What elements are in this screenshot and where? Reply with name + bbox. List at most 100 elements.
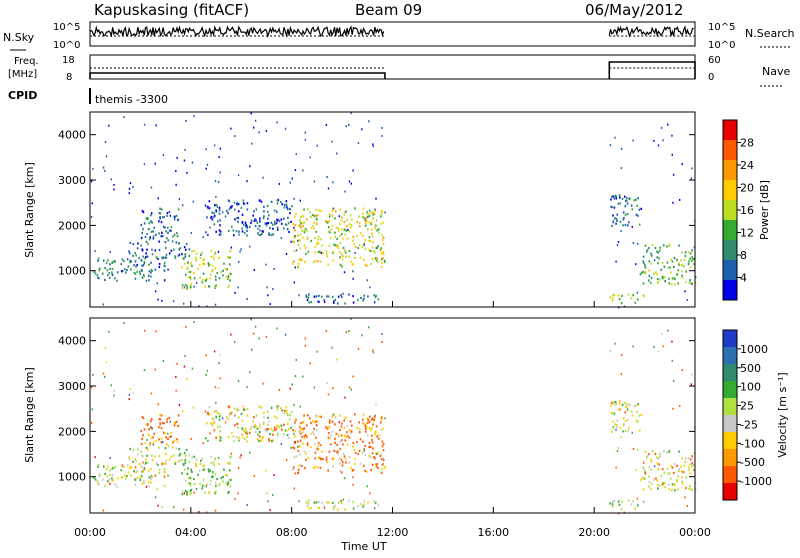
- power-echo-cell: [161, 231, 163, 234]
- power-echo-cell: [688, 260, 690, 263]
- power-echo-cell: [278, 220, 281, 223]
- velocity-echo-cell: [283, 412, 286, 415]
- power-scatter-cell: [206, 305, 208, 308]
- velocity-echo-cell: [214, 410, 216, 413]
- power-scatter-cell: [157, 197, 160, 200]
- power-echo-cell: [358, 243, 361, 247]
- power-echo-cell: [611, 224, 613, 228]
- power-scatter-cell: [620, 230, 622, 233]
- power-scatter-cell: [249, 165, 251, 168]
- power-echo-cell: [191, 264, 193, 268]
- velocity-echo-cell: [183, 468, 186, 471]
- velocity-echo-cell: [159, 423, 161, 426]
- velocity-echo-cell: [325, 458, 328, 462]
- power-scatter-cell: [162, 235, 164, 238]
- velocity-echo-cell: [317, 506, 320, 509]
- velocity-scatter-cell: [375, 403, 377, 406]
- velocity-scatter-cell: [158, 418, 160, 421]
- velocity-echo-cell: [225, 474, 227, 477]
- velocity-echo-cell: [141, 475, 143, 478]
- velocity-echo-cell: [126, 474, 128, 478]
- power-echo-cell: [109, 267, 111, 271]
- velocity-echo-cell: [134, 478, 137, 481]
- velocity-scatter-cell: [94, 456, 96, 459]
- velocity-echo-cell: [325, 456, 328, 459]
- velocity-scatter-cell: [169, 420, 172, 423]
- velocity-scatter-cell: [617, 447, 620, 450]
- velocity-scatter-cell: [205, 373, 207, 376]
- power-scatter-cell: [152, 237, 155, 240]
- power-echo-cell: [379, 248, 382, 252]
- velocity-echo-cell: [248, 431, 251, 434]
- time-axis: 00:00 04:00 08:00 12:00 16:00 20:00 00:00: [74, 301, 711, 539]
- velocity-scatter-cell: [375, 452, 377, 455]
- power-echo-cell: [299, 258, 302, 261]
- power-echo-cell: [318, 209, 321, 212]
- velocity-echo-cell: [379, 421, 382, 424]
- power-scatter-cell: [163, 216, 165, 219]
- velocity-echo-cell: [693, 463, 695, 467]
- velocity-echo-cell: [184, 461, 187, 464]
- power-scatter-cell: [344, 190, 346, 193]
- velocity-echo-cell: [210, 479, 212, 482]
- colorbar-tick-label: 16: [740, 204, 754, 217]
- power-scatter-cell: [178, 198, 181, 201]
- velocity-echo-cell: [275, 416, 278, 419]
- velocity-scatter-cell: [246, 503, 248, 506]
- power-echo-cell: [164, 256, 167, 259]
- velocity-echo-cell: [170, 455, 173, 458]
- velocity-echo-cell: [263, 416, 265, 419]
- power-echo-cell: [148, 279, 150, 282]
- velocity-echo-cell: [643, 500, 645, 504]
- velocity-echo-cell: [307, 456, 310, 459]
- power-scatter-cell: [660, 126, 663, 129]
- power-echo-cell: [253, 210, 255, 213]
- velocity-echo-cell: [310, 421, 312, 425]
- power-echo-cell: [286, 206, 288, 209]
- power-echo-cell: [327, 230, 330, 233]
- power-scatter-cell: [609, 144, 612, 147]
- velocity-scatter-cell: [182, 410, 184, 413]
- velocity-echo-cell: [636, 504, 639, 507]
- power-echo-cell: [188, 254, 191, 258]
- velocity-echo-cell: [380, 458, 383, 461]
- power-echo-cell: [328, 244, 331, 247]
- power-echo-cell: [206, 277, 208, 280]
- power-echo-cell: [673, 277, 676, 280]
- power-echo-cell: [253, 219, 256, 222]
- velocity-scatter-cell: [293, 487, 296, 490]
- power-echo-cell: [299, 233, 302, 236]
- power-echo-cell: [314, 236, 316, 240]
- velocity-echo-cell: [359, 462, 362, 465]
- power-echo-cell: [345, 210, 347, 213]
- colorbar-swatch: [723, 483, 737, 501]
- velocity-echo-cell: [177, 460, 180, 463]
- velocity-echo-cell: [197, 473, 199, 476]
- power-echo-cell: [183, 257, 185, 260]
- power-echo-cell: [357, 298, 359, 302]
- power-echo-cell: [376, 256, 378, 260]
- velocity-echo-cell: [684, 460, 687, 464]
- velocity-echo-cell: [276, 405, 279, 408]
- power-echo-cell: [229, 279, 231, 282]
- velocity-echo-cell: [229, 485, 231, 488]
- velocity-echo-cell: [689, 472, 692, 475]
- power-echo-cell: [375, 259, 378, 262]
- velocity-echo-cell: [644, 450, 647, 453]
- power-echo-cell: [306, 218, 308, 221]
- velocity-echo-cell: [160, 427, 163, 430]
- velocity-echo-cell: [320, 501, 323, 504]
- power-scatter-cell: [162, 154, 165, 157]
- power-echo-cell: [614, 194, 617, 198]
- velocity-echo-cell: [150, 481, 152, 484]
- velocity-echo-cell: [253, 425, 256, 428]
- power-echo-cell: [354, 207, 356, 210]
- velocity-echo-cell: [208, 413, 211, 416]
- velocity-echo-cell: [177, 414, 180, 417]
- power-echo-cell: [246, 224, 248, 228]
- velocity-echo-cell: [381, 445, 384, 448]
- velocity-echo-cell: [136, 476, 139, 479]
- velocity-echo-cell: [687, 457, 690, 460]
- velocity-echo-cell: [657, 468, 659, 471]
- velocity-echo-cell: [305, 500, 308, 503]
